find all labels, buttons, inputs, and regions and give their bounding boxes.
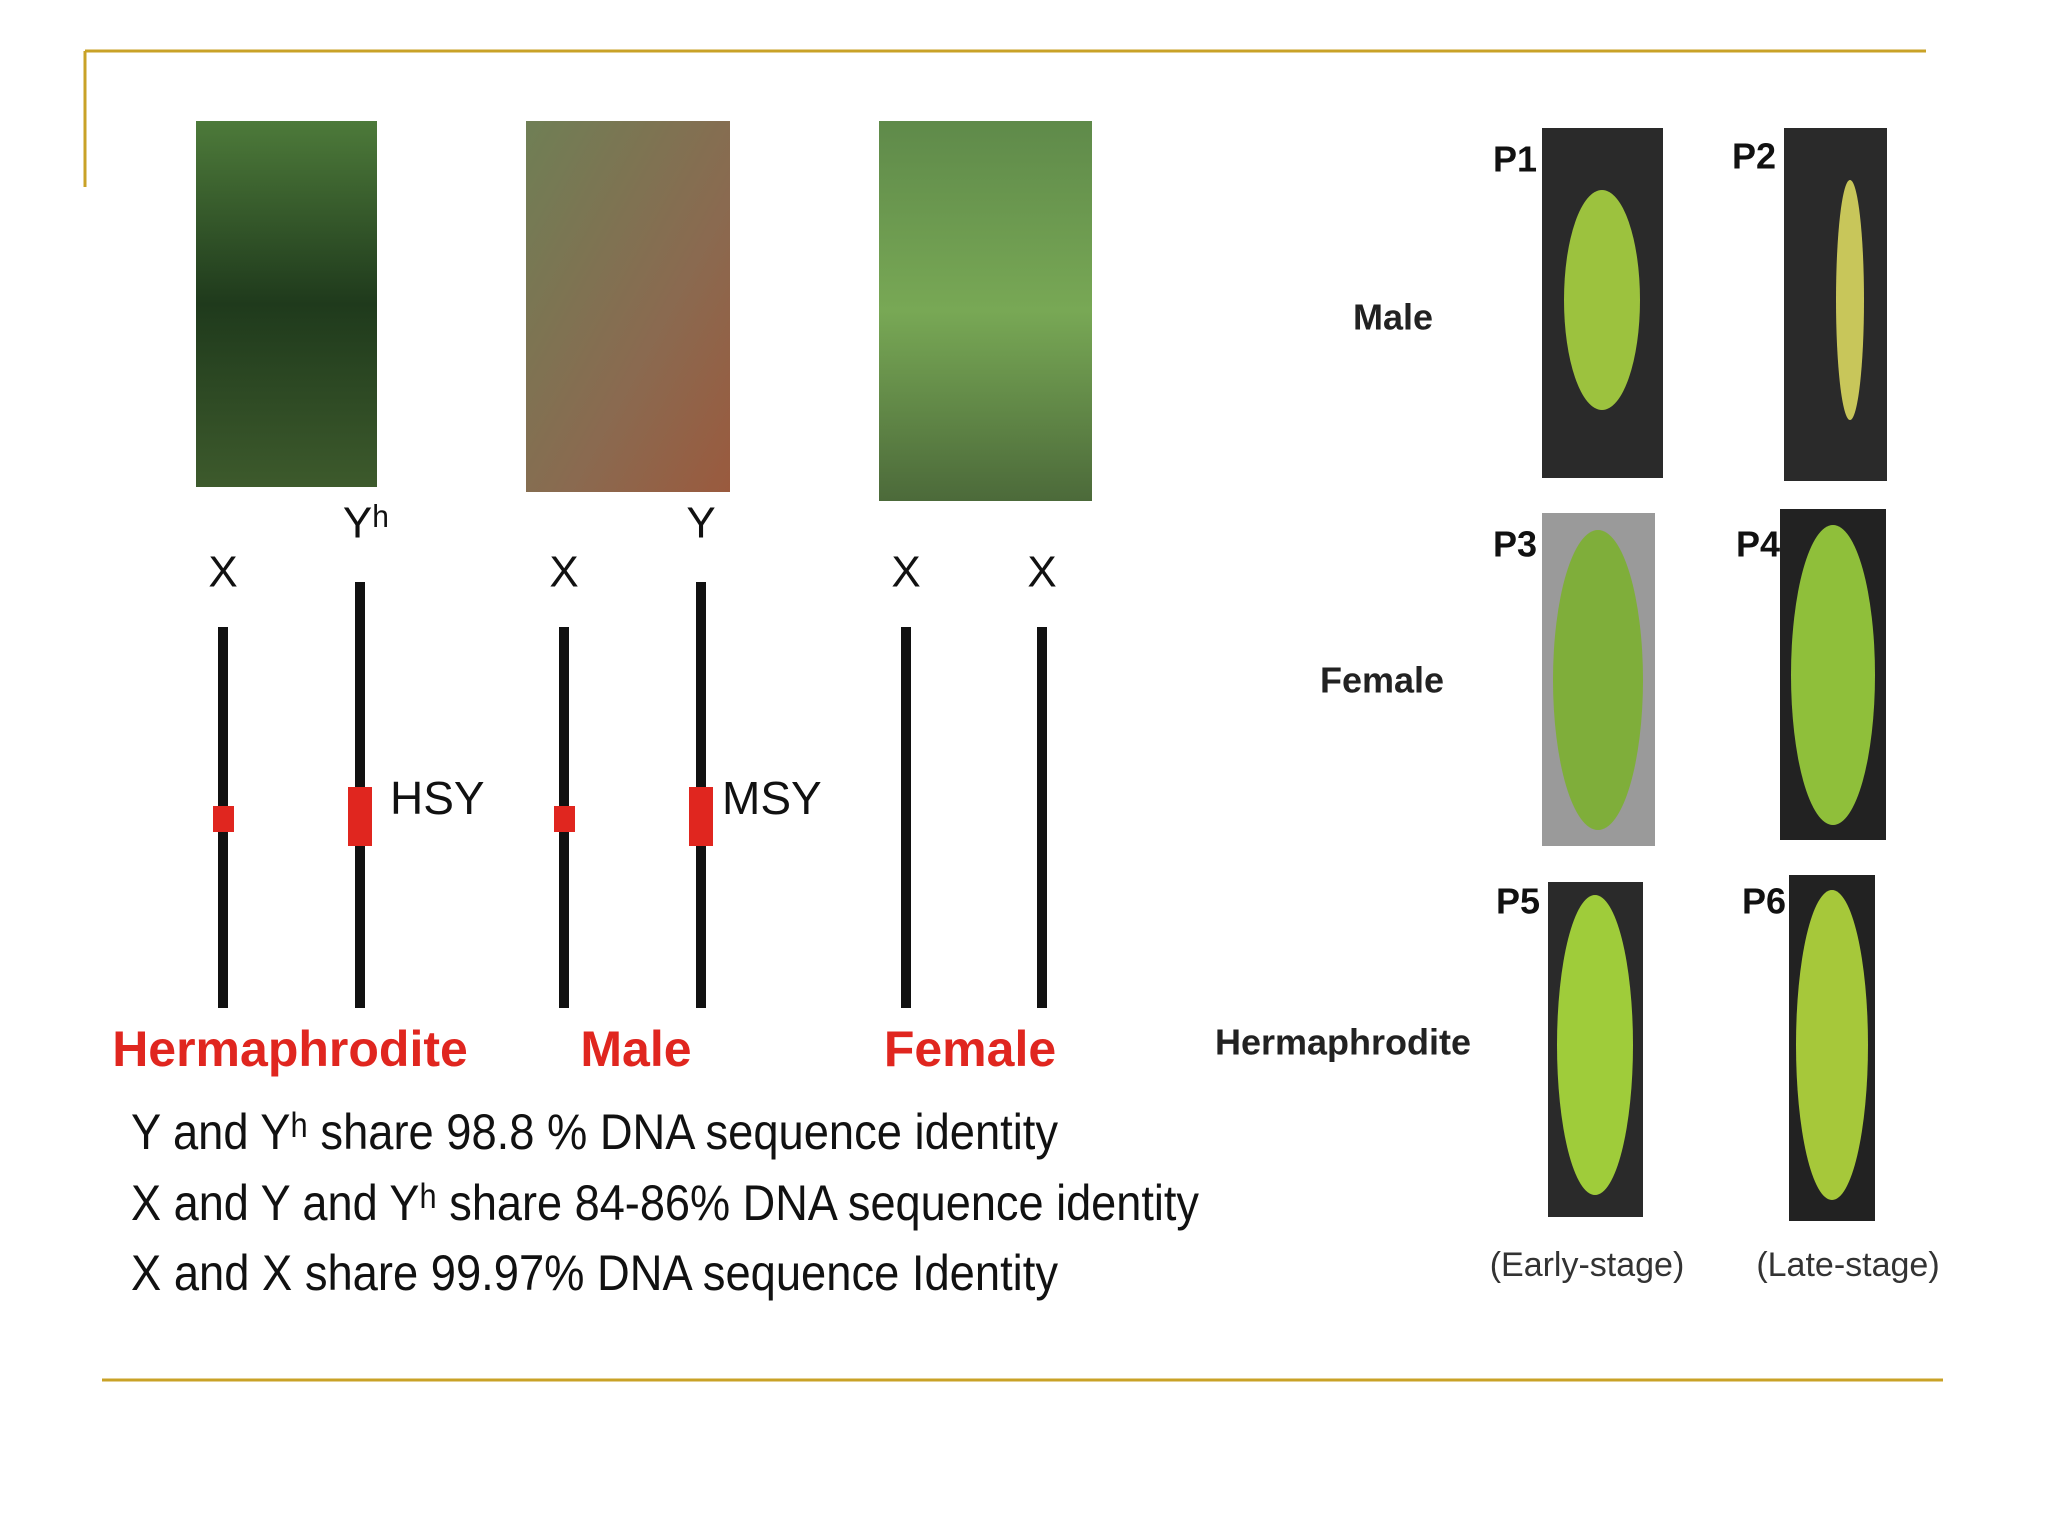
row-label: Male	[1353, 297, 1433, 338]
panel-label: P5	[1496, 881, 1540, 922]
region-label: HSY	[390, 772, 485, 824]
flower	[1557, 895, 1633, 1195]
sex-label: Female	[884, 1021, 1056, 1077]
flower	[1791, 525, 1875, 825]
chromosome-label: X	[208, 548, 237, 597]
flower-photos	[1542, 128, 1887, 1221]
row-label: Female	[1320, 660, 1444, 701]
region-band	[689, 787, 713, 846]
photo-male-plant	[526, 121, 730, 492]
panel-label: P4	[1736, 524, 1780, 565]
flower	[1836, 180, 1864, 420]
panel-label: P6	[1742, 881, 1786, 922]
flower	[1796, 890, 1868, 1200]
region-band	[213, 806, 234, 832]
region-band	[348, 787, 372, 846]
row-label: Hermaphrodite	[1215, 1022, 1471, 1063]
photo-female-plant	[879, 121, 1092, 501]
photo-hermaphrodite-plant	[196, 121, 377, 487]
statement: X and Y and Yʰ share 84-86% DNA sequence…	[131, 1175, 1199, 1231]
panel-label: P2	[1732, 136, 1776, 177]
chromosome-label: Y	[686, 499, 715, 548]
flower-photo	[1784, 128, 1887, 481]
sex-label: Hermaphrodite	[112, 1021, 468, 1077]
chromosome-label: X	[891, 548, 920, 597]
flower	[1564, 190, 1640, 410]
flower	[1553, 530, 1643, 830]
sex-label: Male	[580, 1021, 691, 1077]
chromosomes	[218, 582, 1047, 1008]
panel-label: P3	[1493, 524, 1537, 565]
statement: X and X share 99.97% DNA sequence Identi…	[131, 1245, 1058, 1301]
stage-label: (Early-stage)	[1490, 1246, 1685, 1284]
panel-label: P1	[1493, 139, 1537, 180]
statement: Y and Yʰ share 98.8 % DNA sequence ident…	[131, 1104, 1058, 1160]
chromosome-label: X	[1027, 548, 1056, 597]
stage-label: (Late-stage)	[1756, 1246, 1939, 1284]
region-band	[554, 806, 575, 832]
chromosome-label: X	[549, 548, 578, 597]
chromosome-label: Yʰ	[343, 499, 389, 548]
region-label: MSY	[722, 772, 822, 824]
